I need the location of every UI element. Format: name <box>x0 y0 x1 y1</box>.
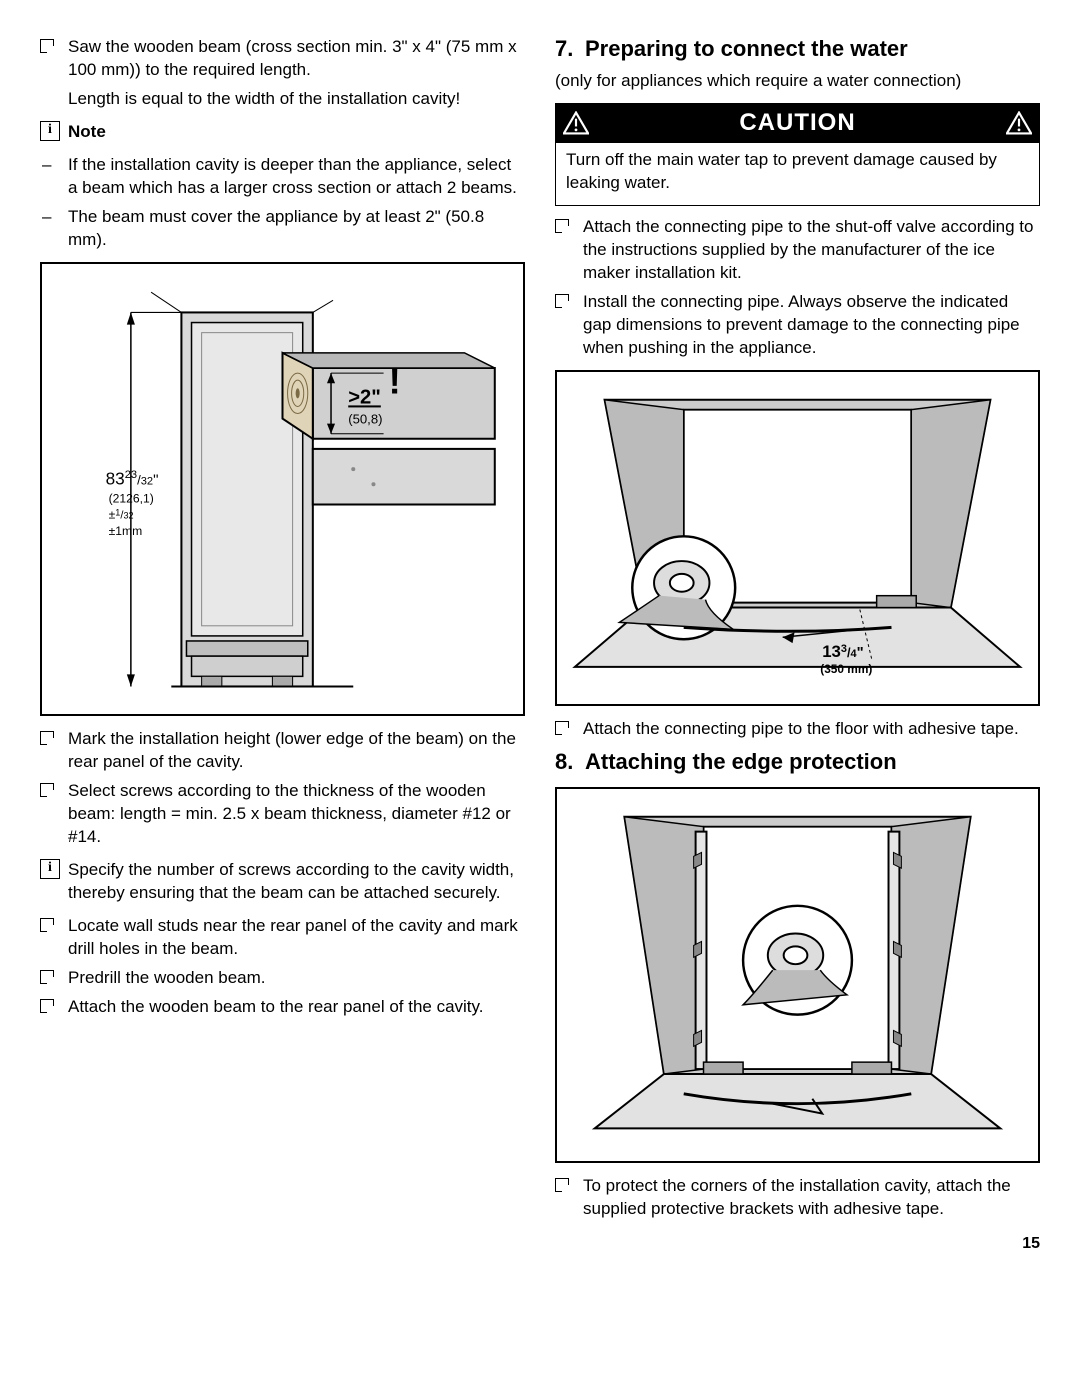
item-text: Mark the installation height (lower edge… <box>68 728 525 774</box>
left-column: Saw the wooden beam (cross section min. … <box>40 30 525 1254</box>
checkbox-icon <box>40 970 54 984</box>
heading-subtext: (only for appliances which require a wat… <box>555 70 1040 93</box>
checkbox-icon <box>555 219 569 233</box>
list-item: Select screws according to the thickness… <box>40 780 525 849</box>
info-text: Specify the number of screws according t… <box>68 859 525 905</box>
heading-text: Attaching the edge protection <box>585 747 897 777</box>
checkbox-icon <box>40 39 54 53</box>
heading-number: 8. <box>555 747 585 777</box>
checkbox-icon <box>40 783 54 797</box>
item-text: To protect the corners of the installati… <box>583 1175 1040 1221</box>
dim-label: 8323/32" <box>106 468 159 488</box>
dash-icon: – <box>42 154 68 200</box>
item-text: The beam must cover the appliance by at … <box>68 206 525 252</box>
figure-svg: >2" ! (50,8) 8323/32" (2126,1) ±1/32 ±1m… <box>50 272 515 707</box>
page-columns: Saw the wooden beam (cross section min. … <box>40 30 1040 1254</box>
caution-text: Turn off the main water tap to prevent d… <box>555 143 1040 206</box>
checkbox-icon <box>555 1178 569 1192</box>
item-text: Saw the wooden beam (cross section min. … <box>68 36 525 82</box>
heading-text: Preparing to connect the water <box>585 34 908 64</box>
checkbox-icon <box>40 999 54 1013</box>
section-heading: 7. Preparing to connect the water <box>555 34 1040 64</box>
list-item: – The beam must cover the appliance by a… <box>40 206 525 252</box>
checkbox-icon <box>40 918 54 932</box>
list-item: Mark the installation height (lower edge… <box>40 728 525 774</box>
caution-bar: CAUTION <box>555 103 1040 143</box>
checkbox-icon <box>40 731 54 745</box>
item-text: Select screws according to the thickness… <box>68 780 525 849</box>
list-item: To protect the corners of the installati… <box>555 1175 1040 1221</box>
list-item: Attach the connecting pipe to the shut-o… <box>555 216 1040 285</box>
dim-label: >2" <box>348 386 381 408</box>
list-item: Locate wall studs near the rear panel of… <box>40 915 525 961</box>
note-label: Note <box>68 121 106 144</box>
caution-label: CAUTION <box>739 107 855 139</box>
item-text: Attach the connecting pipe to the shut-o… <box>583 216 1040 285</box>
checkbox-icon <box>555 294 569 308</box>
list-item: Attach the connecting pipe to the floor … <box>555 718 1040 741</box>
list-item: Saw the wooden beam (cross section min. … <box>40 36 525 82</box>
dim-mm: (2126,1) <box>109 491 154 505</box>
figure-water: 133/4" (350 mm) <box>555 370 1040 707</box>
item-text: Attach the wooden beam to the rear panel… <box>68 996 484 1019</box>
item-subtext: Length is equal to the width of the inst… <box>68 88 525 111</box>
warning-icon <box>1006 111 1032 135</box>
dim-mm: (350 mm) <box>820 661 872 675</box>
page-number: 15 <box>555 1233 1040 1255</box>
item-text: Predrill the wooden beam. <box>68 967 266 990</box>
dash-icon: – <box>42 206 68 252</box>
figure-beam: >2" ! (50,8) 8323/32" (2126,1) ±1/32 ±1m… <box>40 262 525 717</box>
dim-tol: ±1mm <box>109 523 143 537</box>
figure-svg: 133/4" (350 mm) <box>565 380 1030 697</box>
item-text: Install the connecting pipe. Always obse… <box>583 291 1040 360</box>
figure-edge <box>555 787 1040 1163</box>
info-icon: i <box>40 121 60 141</box>
info-row: i Specify the number of screws according… <box>40 859 525 905</box>
list-item: Install the connecting pipe. Always obse… <box>555 291 1040 360</box>
section-heading: 8. Attaching the edge protection <box>555 747 1040 777</box>
list-item: Predrill the wooden beam. <box>40 967 525 990</box>
figure-svg <box>565 797 1030 1153</box>
list-item: – If the installation cavity is deeper t… <box>40 154 525 200</box>
note-row: i Note <box>40 121 525 144</box>
list-item: Attach the wooden beam to the rear panel… <box>40 996 525 1019</box>
right-column: 7. Preparing to connect the water (only … <box>555 30 1040 1254</box>
dim-tol: ±1/32 <box>109 507 134 521</box>
heading-number: 7. <box>555 34 585 64</box>
exclaim-icon: ! <box>389 360 401 401</box>
item-text: Locate wall studs near the rear panel of… <box>68 915 525 961</box>
dim-mm: (50,8) <box>348 411 382 426</box>
item-text: Attach the connecting pipe to the floor … <box>583 718 1019 741</box>
item-text: If the installation cavity is deeper tha… <box>68 154 525 200</box>
warning-icon <box>563 111 589 135</box>
checkbox-icon <box>555 721 569 735</box>
info-icon: i <box>40 859 60 879</box>
